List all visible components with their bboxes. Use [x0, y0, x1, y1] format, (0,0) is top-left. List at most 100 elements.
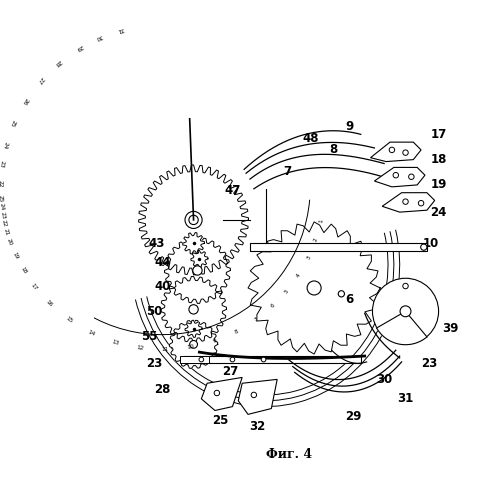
Polygon shape [191, 250, 208, 268]
Circle shape [190, 340, 197, 348]
Text: 24: 24 [2, 140, 9, 149]
Circle shape [307, 281, 321, 295]
Text: 40: 40 [154, 280, 171, 292]
Polygon shape [185, 320, 202, 338]
Text: 7: 7 [283, 165, 291, 178]
Text: 17: 17 [30, 282, 39, 292]
Circle shape [393, 172, 398, 178]
Polygon shape [377, 312, 427, 344]
Circle shape [199, 357, 204, 362]
Text: 9: 9 [213, 338, 218, 344]
Circle shape [214, 390, 220, 396]
Circle shape [389, 147, 394, 152]
Text: 25: 25 [0, 194, 3, 202]
Text: 24: 24 [430, 206, 447, 218]
Text: 12: 12 [136, 345, 144, 351]
Text: 6: 6 [345, 293, 353, 306]
Text: 23: 23 [0, 160, 4, 168]
Text: 28: 28 [154, 382, 171, 396]
Text: 27: 27 [35, 76, 44, 84]
Text: 4: 4 [296, 272, 302, 278]
Text: Фиг. 4: Фиг. 4 [266, 448, 312, 461]
Polygon shape [248, 222, 380, 354]
Text: 31: 31 [397, 392, 414, 406]
Text: 23: 23 [0, 211, 5, 219]
Text: 55: 55 [140, 330, 157, 343]
Polygon shape [165, 238, 230, 304]
Text: 39: 39 [442, 322, 458, 336]
Circle shape [189, 304, 198, 314]
Text: 19: 19 [11, 251, 19, 260]
Polygon shape [161, 276, 227, 342]
Polygon shape [382, 192, 435, 212]
Text: 48: 48 [302, 132, 318, 144]
Circle shape [261, 357, 266, 362]
Text: 30: 30 [376, 373, 392, 386]
Circle shape [403, 150, 408, 156]
Text: 14: 14 [87, 329, 96, 337]
Text: 9: 9 [345, 120, 353, 133]
Text: 21: 21 [3, 228, 10, 236]
Text: 27: 27 [222, 365, 239, 378]
Text: 16: 16 [45, 300, 54, 308]
Text: 19: 19 [430, 178, 447, 192]
Polygon shape [182, 232, 204, 254]
Text: 18: 18 [430, 153, 447, 166]
Polygon shape [169, 320, 218, 368]
Text: 10: 10 [187, 344, 195, 350]
Text: 6: 6 [270, 302, 276, 309]
Circle shape [185, 212, 202, 228]
Text: 13: 13 [111, 339, 119, 346]
Circle shape [338, 290, 345, 297]
Circle shape [421, 244, 427, 250]
Circle shape [189, 215, 198, 224]
Circle shape [230, 357, 235, 362]
Text: 2: 2 [313, 237, 319, 242]
Polygon shape [238, 380, 277, 414]
Circle shape [408, 174, 414, 180]
Text: 23: 23 [147, 358, 163, 370]
Text: 7: 7 [253, 317, 258, 323]
Circle shape [403, 199, 408, 204]
Text: 8: 8 [330, 144, 338, 156]
Polygon shape [138, 165, 248, 275]
Text: 11: 11 [162, 347, 169, 352]
Text: 31: 31 [116, 26, 124, 33]
Text: 25: 25 [9, 119, 16, 128]
Text: 23: 23 [421, 358, 437, 370]
Polygon shape [201, 378, 242, 410]
Polygon shape [180, 356, 209, 362]
Text: 10: 10 [423, 237, 439, 250]
Text: 20: 20 [6, 238, 14, 247]
Circle shape [251, 392, 257, 398]
Text: 29: 29 [74, 44, 83, 52]
Text: 29: 29 [345, 410, 361, 423]
Text: 25: 25 [212, 414, 229, 426]
Text: 24: 24 [0, 202, 4, 210]
Text: 17: 17 [430, 128, 447, 141]
Text: 28: 28 [53, 58, 62, 66]
Circle shape [373, 278, 439, 344]
Text: 15: 15 [65, 316, 74, 324]
Circle shape [418, 200, 424, 206]
Text: 22: 22 [0, 180, 2, 188]
Polygon shape [375, 168, 425, 187]
Circle shape [193, 266, 202, 275]
Text: 30: 30 [94, 34, 104, 41]
Text: 26: 26 [20, 96, 29, 105]
Polygon shape [371, 142, 421, 162]
Polygon shape [250, 244, 427, 251]
Text: 5: 5 [284, 288, 290, 294]
Text: 22: 22 [1, 219, 7, 228]
Text: 32: 32 [250, 420, 266, 432]
Text: 43: 43 [149, 237, 165, 250]
Text: 50: 50 [147, 305, 163, 318]
Text: 47: 47 [224, 184, 241, 197]
Text: 44: 44 [154, 256, 171, 269]
Text: 8: 8 [233, 328, 239, 335]
Text: 18: 18 [19, 266, 27, 275]
Text: 1: 1 [318, 218, 324, 223]
Text: 3: 3 [305, 256, 312, 261]
Circle shape [400, 306, 411, 317]
Circle shape [403, 284, 408, 289]
